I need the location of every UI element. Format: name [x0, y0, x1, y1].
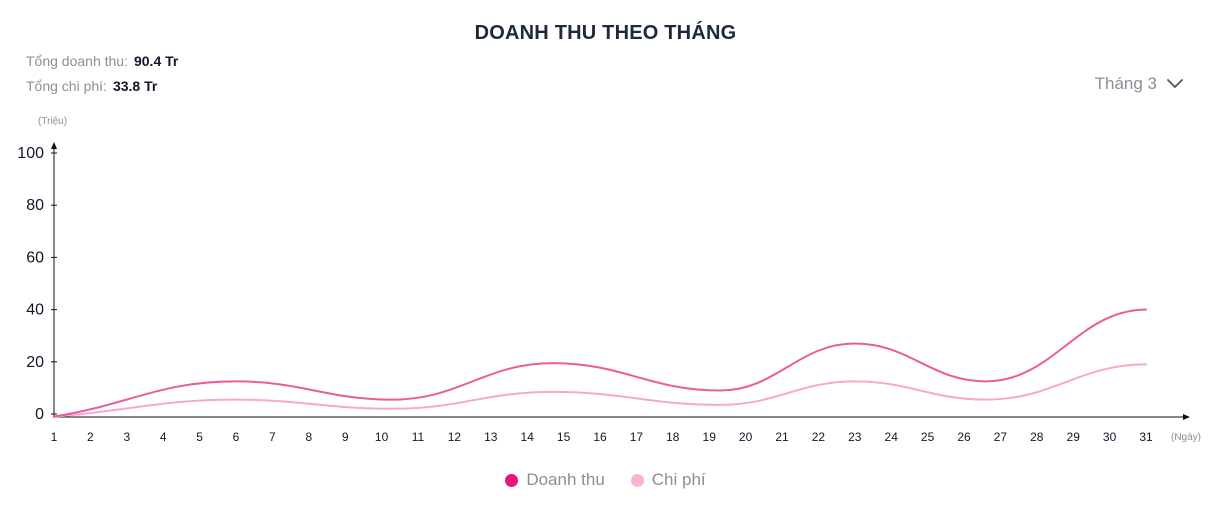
x-tick-label: 20	[739, 430, 753, 444]
series-line-revenue	[53, 308, 1147, 418]
chart-series	[53, 308, 1147, 418]
y-tick-label: 0	[35, 406, 44, 423]
x-tick-label: 12	[448, 430, 462, 444]
legend-cost-label: Chi phí	[651, 470, 706, 489]
y-tick-label: 40	[26, 302, 44, 319]
chart-axes: (Triệu) (Ngày)	[38, 116, 1201, 443]
x-tick-label: 22	[812, 430, 826, 444]
x-tick-label: 13	[484, 430, 498, 444]
x-tick-label: 9	[342, 430, 349, 444]
cost-summary: Tổng chi phí: 33.8 Tr	[26, 78, 157, 94]
x-tick-label: 28	[1030, 430, 1044, 444]
legend-cost-marker	[630, 473, 644, 487]
x-tick-label: 10	[375, 430, 389, 444]
cost-summary-label: Tổng chi phí:	[26, 78, 107, 94]
x-tick-label: 17	[630, 430, 644, 444]
x-axis-arrow	[1183, 414, 1190, 420]
x-tick-label: 8	[305, 430, 312, 444]
x-tick-label: 26	[957, 430, 971, 444]
series-line-cost	[53, 363, 1147, 418]
chart-legend: Doanh thu Chi phí	[0, 470, 1211, 490]
x-tick-label: 2	[87, 430, 94, 444]
revenue-summary-value: 90.4 Tr	[133, 53, 179, 69]
chevron-down-icon	[1167, 79, 1183, 89]
y-tick-label: 80	[26, 197, 44, 214]
x-tick-label: 14	[521, 430, 535, 444]
x-tick-label: 30	[1103, 430, 1117, 444]
x-tick-label: 19	[703, 430, 717, 444]
x-tick-label: 23	[848, 430, 862, 444]
y-axis-ticks: 0 20 40 60 80 100	[17, 145, 57, 423]
x-tick-label: 1	[51, 430, 58, 444]
revenue-summary: Tổng doanh thu: 90.4 Tr	[26, 53, 178, 69]
month-select[interactable]: Tháng 3	[1095, 74, 1183, 94]
y-tick-label: 20	[26, 354, 44, 371]
x-tick-label: 7	[269, 430, 276, 444]
x-tick-label: 25	[921, 430, 935, 444]
x-tick-label: 11	[412, 430, 425, 444]
y-axis-unit-label: (Triệu)	[38, 116, 67, 127]
x-tick-label: 5	[196, 430, 203, 444]
cost-summary-value: 33.8 Tr	[112, 78, 158, 94]
legend-revenue-marker	[505, 473, 519, 487]
x-tick-label: 18	[666, 430, 680, 444]
x-tick-label: 21	[775, 430, 789, 444]
y-axis-arrow	[51, 142, 57, 149]
y-tick-label: 60	[26, 249, 44, 266]
x-tick-label: 4	[160, 430, 167, 444]
x-tick-label: 16	[593, 430, 607, 444]
legend-item-revenue[interactable]: Doanh thu	[505, 470, 605, 490]
x-tick-label: 27	[994, 430, 1008, 444]
y-tick-label: 100	[17, 145, 44, 162]
x-axis-ticks: 1 2 3 4 5 6 7 8 9 10 11 12 13 14 15 16 17 18 19 20 21 22 23 24 2…	[51, 430, 1153, 444]
legend-revenue-label: Doanh thu	[526, 470, 605, 489]
legend-item-cost[interactable]: Chi phí	[630, 470, 706, 490]
x-tick-label: 29	[1067, 430, 1081, 444]
page-title: DOANH THU THEO THÁNG	[474, 22, 737, 44]
x-tick-label: 3	[123, 430, 130, 444]
x-tick-label: 15	[557, 430, 571, 444]
x-axis-unit-label: (Ngày)	[1171, 432, 1201, 443]
x-tick-label: 24	[885, 430, 899, 444]
revenue-summary-label: Tổng doanh thu:	[26, 53, 128, 69]
x-tick-label: 6	[233, 430, 240, 444]
x-tick-label: 31	[1139, 430, 1153, 444]
month-select-value: Tháng 3	[1094, 74, 1157, 93]
